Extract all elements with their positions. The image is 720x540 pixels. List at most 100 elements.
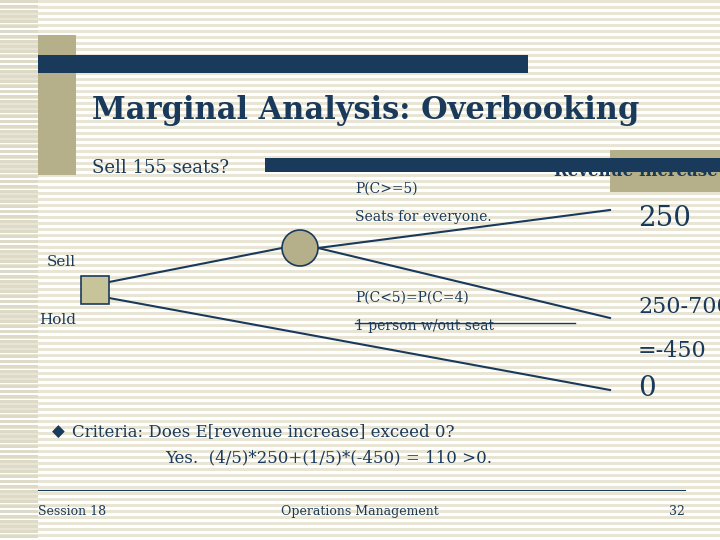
Bar [0, 348, 720, 351]
Bar [0, 515, 38, 517]
Bar [0, 534, 720, 537]
Bar [0, 30, 38, 32]
Bar [0, 410, 38, 413]
Bar [0, 285, 38, 287]
Bar [0, 275, 38, 278]
Bar [0, 306, 720, 309]
Bar [0, 110, 38, 112]
Bar [0, 355, 38, 357]
Bar [0, 435, 38, 437]
Bar [0, 335, 38, 338]
Bar [0, 6, 720, 9]
Bar [0, 350, 38, 353]
Bar [0, 60, 720, 63]
Bar [0, 95, 38, 98]
Bar [0, 474, 720, 477]
Bar [0, 420, 720, 423]
Text: P(C<5)=P(C=4): P(C<5)=P(C=4) [355, 291, 469, 305]
Bar [0, 220, 38, 222]
Bar [0, 258, 720, 261]
Bar [0, 510, 720, 513]
Bar [0, 165, 38, 167]
Bar [0, 426, 720, 429]
Bar [0, 330, 720, 333]
Bar [81, 276, 109, 304]
Bar [0, 75, 38, 78]
Bar [0, 265, 38, 267]
Text: Yes.  (4/5)*250+(1/5)*(-450) = 110 >0.: Yes. (4/5)*250+(1/5)*(-450) = 110 >0. [165, 449, 492, 467]
Bar [0, 336, 720, 339]
Bar [0, 222, 720, 225]
Bar [0, 300, 38, 302]
Bar [0, 396, 720, 399]
Bar [0, 315, 38, 318]
Bar [0, 252, 720, 255]
Bar [0, 70, 38, 72]
Bar [0, 186, 720, 189]
Bar [0, 45, 38, 48]
Bar [0, 444, 720, 447]
Text: Sell 155 seats?: Sell 155 seats? [92, 159, 229, 177]
Bar [0, 170, 38, 172]
Bar [0, 530, 38, 532]
Bar [0, 90, 38, 92]
Bar [0, 48, 720, 51]
Bar [0, 372, 720, 375]
Bar [0, 195, 38, 198]
Bar [0, 450, 720, 453]
Bar [0, 340, 38, 342]
Bar [0, 108, 720, 111]
Bar [0, 385, 38, 388]
Bar [0, 0, 720, 3]
Bar [0, 522, 720, 525]
Bar [0, 375, 38, 377]
Bar [0, 215, 38, 218]
Bar [0, 250, 38, 253]
Bar [0, 325, 38, 327]
Bar [0, 498, 720, 501]
Bar [0, 460, 38, 462]
Bar [0, 190, 38, 192]
Bar [0, 270, 38, 273]
Bar [0, 15, 38, 17]
Bar [0, 54, 720, 57]
Bar [0, 360, 720, 363]
Bar [0, 320, 38, 322]
Bar [0, 36, 720, 39]
Bar [0, 150, 720, 153]
Bar [0, 405, 38, 408]
Bar [0, 180, 720, 183]
Bar [0, 504, 720, 507]
Bar [0, 25, 38, 28]
Text: 32: 32 [669, 505, 685, 518]
Bar [0, 475, 38, 477]
Bar [0, 270, 720, 273]
Bar [265, 158, 720, 172]
Bar [0, 288, 720, 291]
Bar [0, 20, 38, 23]
Text: Revenue increase: Revenue increase [554, 164, 718, 180]
Circle shape [282, 230, 318, 266]
Bar [38, 35, 76, 175]
Bar [0, 432, 720, 435]
Bar [0, 5, 38, 8]
Bar [0, 12, 720, 15]
Bar [0, 105, 38, 107]
Bar [0, 130, 38, 132]
Bar [0, 425, 38, 428]
Bar [0, 40, 38, 43]
Bar [0, 80, 38, 83]
Bar [0, 24, 720, 27]
Bar [0, 510, 38, 512]
Bar [610, 150, 720, 192]
Bar [0, 102, 720, 105]
Bar [0, 520, 38, 523]
Text: 250-700: 250-700 [638, 296, 720, 318]
Bar [0, 330, 38, 333]
Bar [0, 485, 38, 488]
Bar [0, 210, 38, 213]
Bar [0, 144, 720, 147]
Bar [0, 480, 720, 483]
Bar [0, 378, 720, 381]
Bar [0, 480, 38, 483]
